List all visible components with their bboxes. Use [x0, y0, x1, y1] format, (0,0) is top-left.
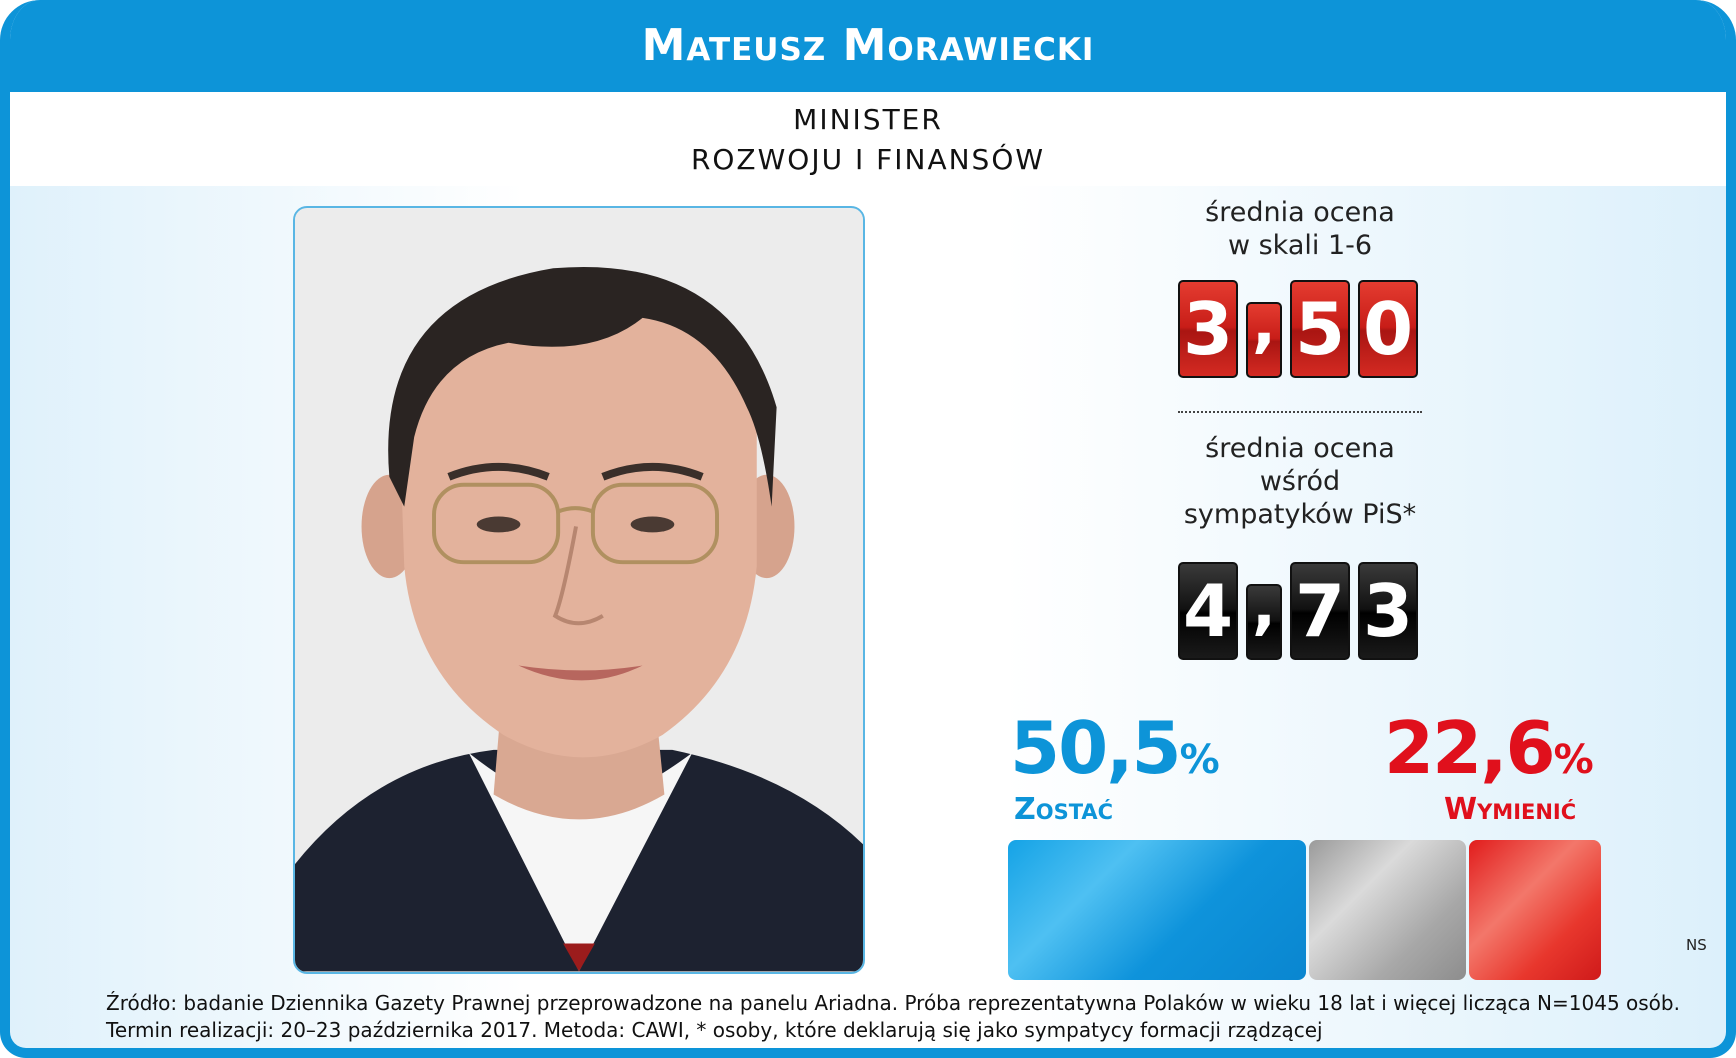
rating-digit: 0: [1358, 280, 1418, 378]
pis-rating-label-line-2: wśród: [1259, 466, 1341, 497]
pis-rating-label-line-3: sympatyków PiS*: [1183, 499, 1417, 530]
dotted-divider: [1178, 411, 1422, 413]
ns-bar: [1309, 840, 1466, 980]
pis-rating-digit: 4: [1178, 562, 1238, 660]
replace-bar: [1469, 840, 1601, 980]
pis-rating-comma: ,: [1246, 574, 1282, 660]
average-rating-value: 3 , 5 0: [1178, 280, 1426, 378]
replace-percentage-value: 22,6: [1384, 706, 1556, 790]
role-line-2: ROZWOJU I FINANSÓW: [690, 143, 1046, 176]
source-footnote: Źródło: badanie Dziennika Gazety Prawnej…: [106, 990, 1680, 1044]
source-footnote-line-2: Termin realizacji: 20–23 października 20…: [106, 1018, 1323, 1042]
pis-rating-digit: 3: [1358, 562, 1418, 660]
role-subtitle: MINISTER ROZWOJU I FINANSÓW: [10, 92, 1726, 186]
pis-rating-label: średnia ocena wśród sympatyków PiS*: [1160, 432, 1440, 531]
stay-percentage-unit: %: [1179, 737, 1220, 783]
pis-rating-value: 4 , 7 3: [1178, 562, 1426, 660]
person-name-title: Mateusz Morawiecki: [10, 0, 1726, 92]
pis-rating-label-line-1: średnia ocena: [1205, 433, 1395, 464]
average-rating-label: średnia ocena w skali 1-6: [1178, 196, 1422, 262]
stay-bar: [1008, 840, 1306, 980]
portrait-illustration: [295, 208, 863, 972]
replace-percentage: 22,6%: [1384, 706, 1594, 790]
portrait-photo: [293, 206, 865, 974]
stay-percentage-value: 50,5: [1010, 706, 1182, 790]
stay-label: Zostać: [1014, 792, 1114, 827]
rating-digit: 5: [1290, 280, 1350, 378]
rating-comma: ,: [1246, 292, 1282, 378]
replace-label: Wymienić: [1444, 792, 1577, 827]
average-rating-label-line-2: w skali 1-6: [1227, 230, 1373, 261]
source-footnote-line-1: Źródło: badanie Dziennika Gazety Prawnej…: [106, 991, 1680, 1015]
stay-percentage: 50,5%: [1010, 706, 1220, 790]
ns-label: NS: [1686, 936, 1707, 954]
average-rating-label-line-1: średnia ocena: [1205, 197, 1395, 228]
pis-rating-digit: 7: [1290, 562, 1350, 660]
rating-digit: 3: [1178, 280, 1238, 378]
replace-percentage-unit: %: [1553, 737, 1594, 783]
role-line-1: MINISTER: [793, 103, 943, 136]
